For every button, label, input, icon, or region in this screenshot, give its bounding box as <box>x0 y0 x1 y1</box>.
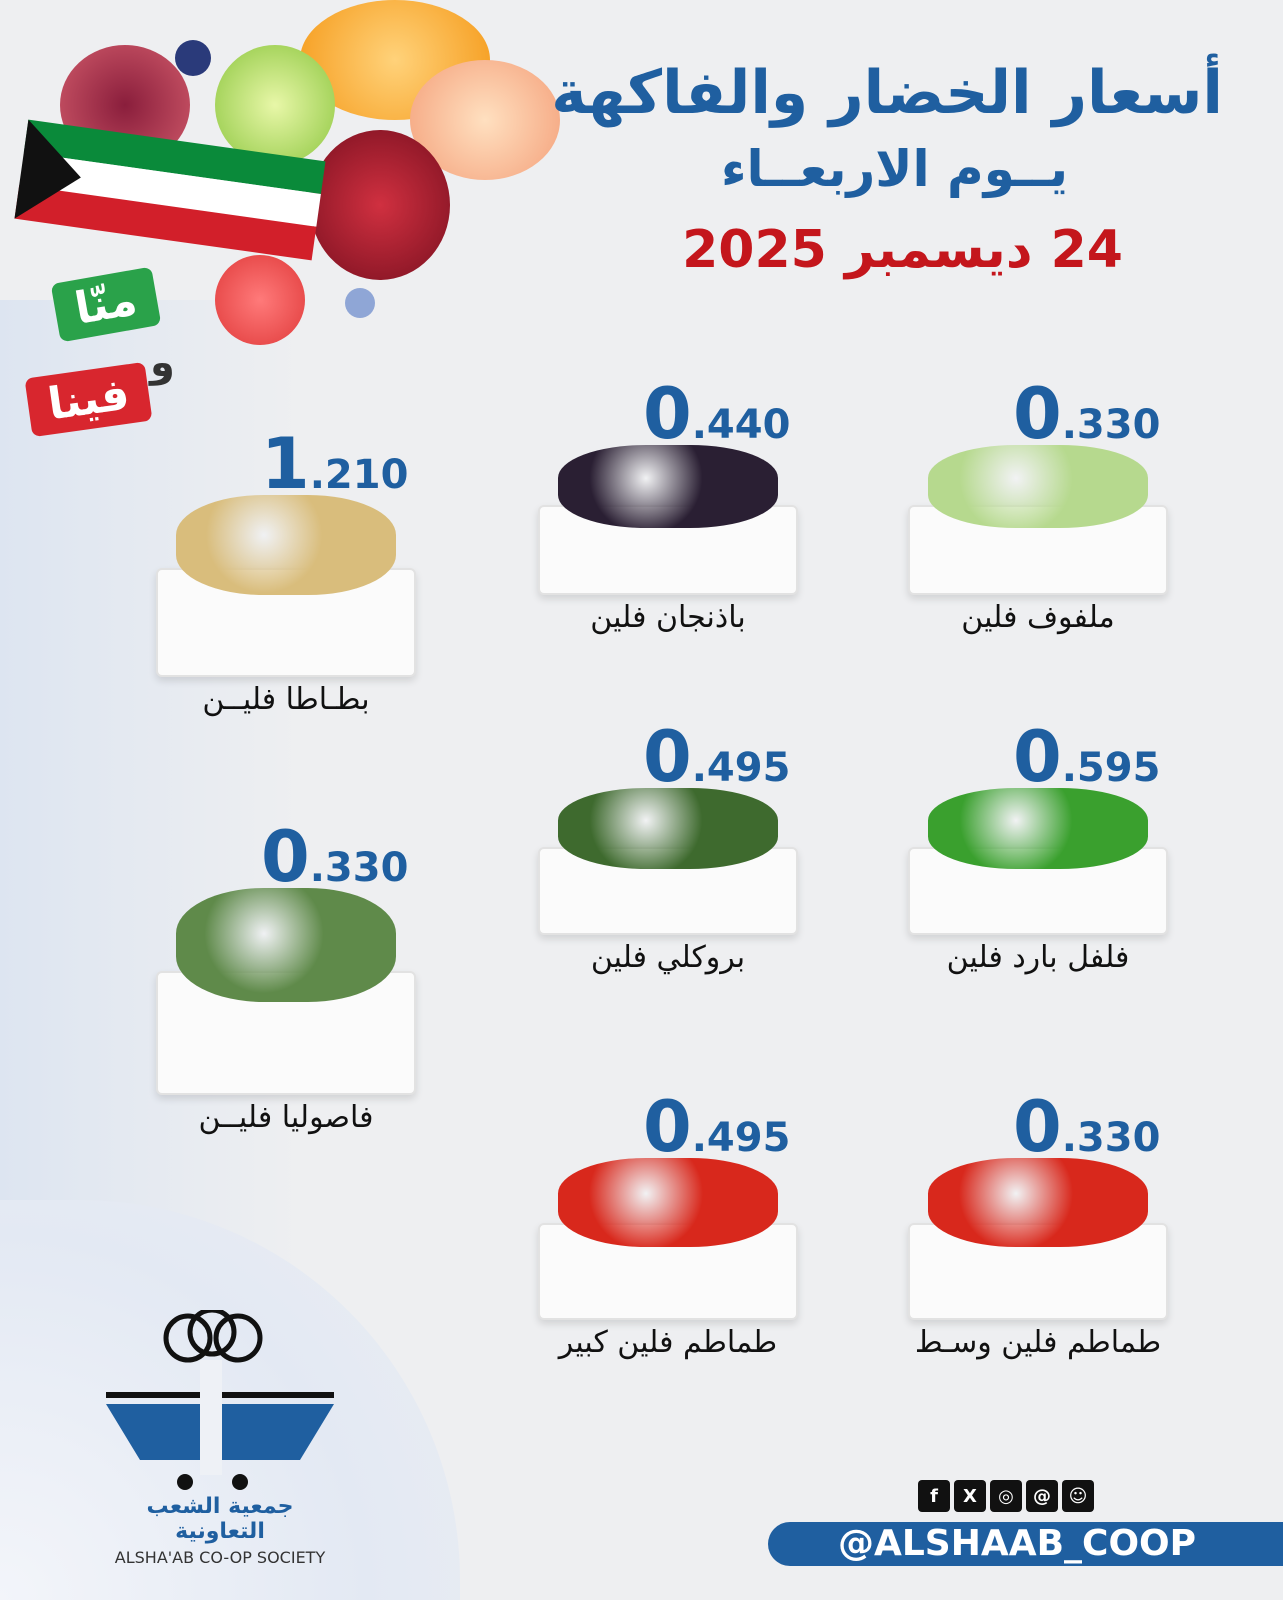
product-name: بطـاطا فليــن <box>202 682 370 717</box>
product-price: 0.495 <box>643 716 790 798</box>
price-integer: 0 <box>643 716 692 798</box>
product-price: 0.330 <box>1013 373 1160 455</box>
price-integer: 0 <box>1013 1086 1062 1168</box>
price-decimal: .330 <box>309 845 409 891</box>
product-price: 0.440 <box>643 373 790 455</box>
campaign-tag-and: و <box>150 340 175 386</box>
social-icons: f X ◎ @ ☺ <box>918 1480 1094 1512</box>
threads-icon[interactable]: @ <box>1026 1480 1058 1512</box>
price-integer: 0 <box>1013 716 1062 798</box>
product-image <box>558 445 778 528</box>
price-decimal: .330 <box>1061 1115 1161 1161</box>
product-name: طماطم فلين وسـط <box>914 1325 1162 1360</box>
price-decimal: .495 <box>691 745 791 791</box>
product-name: بروكلي فلين <box>590 940 746 975</box>
coop-logo-icon <box>106 1307 334 1490</box>
snapchat-icon[interactable]: ☺ <box>1062 1480 1094 1512</box>
price-integer: 1 <box>261 423 310 505</box>
org-name-ar: جمعية الشعب التعاونية <box>146 1494 294 1544</box>
x-icon[interactable]: X <box>954 1480 986 1512</box>
product-image <box>558 788 778 869</box>
product-image <box>176 495 396 596</box>
product-image <box>928 1158 1148 1248</box>
date: 24 ديسمبر 2025 <box>682 220 1123 280</box>
price-integer: 0 <box>261 816 310 898</box>
product-name: ملفوف فلين <box>961 600 1115 635</box>
instagram-icon[interactable]: ◎ <box>990 1480 1022 1512</box>
product-price: 0.330 <box>261 816 408 898</box>
day-subtitle: يــوم الاربعــاء <box>720 140 1068 198</box>
foam-box <box>538 1222 798 1320</box>
product-price: 0.330 <box>1013 1086 1160 1168</box>
product-name: فلفل بارد فلين <box>946 940 1130 975</box>
product-price: 1.210 <box>261 423 408 505</box>
foam-box <box>908 846 1168 935</box>
price-decimal: .440 <box>691 402 791 448</box>
product-image <box>176 888 396 1002</box>
social-handle[interactable]: @ALSHAAB_COOP <box>768 1522 1283 1566</box>
page-title: أسعار الخضار والفاكهة <box>551 58 1223 128</box>
product-image <box>928 788 1148 869</box>
facebook-icon[interactable]: f <box>918 1480 950 1512</box>
product-price: 0.495 <box>643 1086 790 1168</box>
price-integer: 0 <box>643 373 692 455</box>
price-decimal: .595 <box>1061 745 1161 791</box>
price-decimal: .495 <box>691 1115 791 1161</box>
product-name: طماطم فلين كبير <box>558 1325 778 1360</box>
product-name: باذنجان فلين <box>590 600 746 635</box>
price-integer: 0 <box>1013 373 1062 455</box>
coop-logo: جمعية الشعب التعاونية ALSHA'AB CO-OP SOC… <box>100 1307 340 1567</box>
product-image <box>558 1158 778 1248</box>
price-integer: 0 <box>643 1086 692 1168</box>
price-decimal: .330 <box>1061 402 1161 448</box>
price-decimal: .210 <box>309 452 409 498</box>
product-image <box>928 445 1148 528</box>
org-name-en: ALSHA'AB CO-OP SOCIETY <box>114 1548 326 1567</box>
product-price: 0.595 <box>1013 716 1160 798</box>
product-name: فاصوليا فليــن <box>198 1100 374 1135</box>
